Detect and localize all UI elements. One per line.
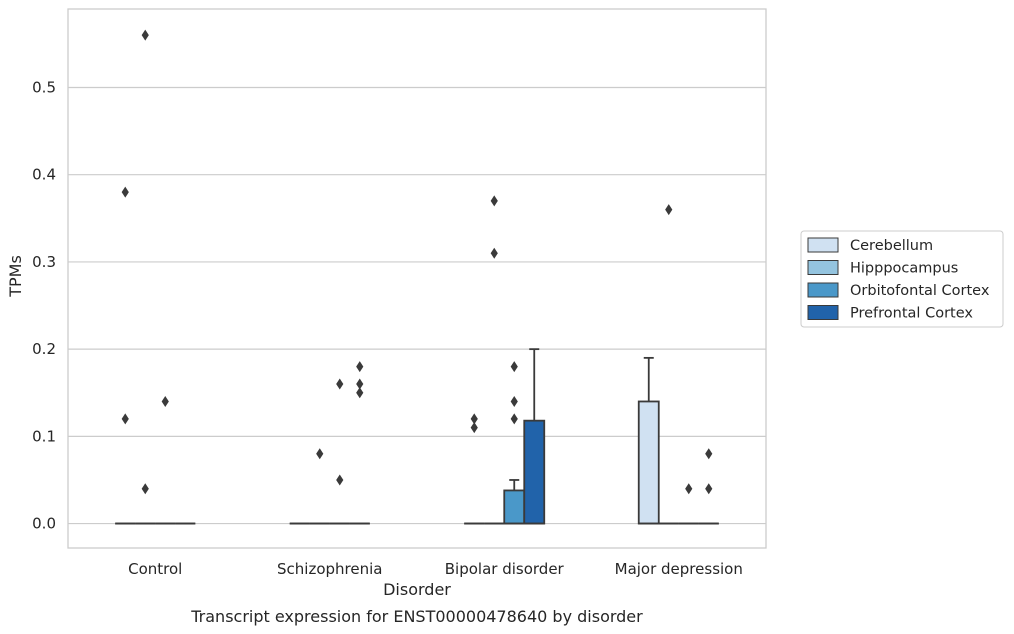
outlier-point bbox=[121, 413, 129, 425]
y-tick-label: 0.5 bbox=[32, 78, 56, 96]
y-tick-label: 0.3 bbox=[32, 253, 56, 271]
gridlines bbox=[68, 86, 766, 525]
box bbox=[503, 489, 526, 525]
box-group bbox=[698, 448, 719, 525]
outlier-point bbox=[336, 378, 344, 390]
outlier-point bbox=[141, 29, 149, 41]
outlier-point bbox=[121, 186, 129, 198]
box-group bbox=[115, 186, 136, 525]
outlier-point bbox=[470, 422, 478, 434]
outlier-point bbox=[316, 448, 324, 460]
outlier-point bbox=[705, 483, 713, 495]
box-group bbox=[503, 361, 526, 525]
outlier-point bbox=[510, 413, 518, 425]
box-group bbox=[135, 29, 156, 525]
outlier-point bbox=[141, 483, 149, 495]
x-tick-label: Control bbox=[128, 560, 182, 578]
outlier-point bbox=[510, 361, 518, 373]
outlier-point bbox=[705, 448, 713, 460]
x-tick-label: Bipolar disorder bbox=[445, 560, 565, 578]
outlier-point bbox=[161, 395, 169, 407]
legend-swatch bbox=[807, 260, 839, 275]
outlier-point bbox=[490, 195, 498, 207]
outlier-point bbox=[490, 247, 498, 259]
outlier-point bbox=[510, 395, 518, 407]
box-group bbox=[329, 378, 350, 525]
y-tick-label: 0.1 bbox=[32, 427, 56, 445]
y-tick-label: 0.4 bbox=[32, 166, 56, 184]
box-group bbox=[464, 413, 485, 525]
box bbox=[523, 419, 546, 525]
box bbox=[637, 400, 660, 525]
legend-label: Cerebellum bbox=[850, 238, 933, 254]
legend-label: Hipppocampus bbox=[850, 261, 958, 277]
legend-frame bbox=[800, 230, 1004, 328]
x-tick-labels: Control Schizophrenia Bipolar disorder Majo… bbox=[128, 560, 743, 578]
legend-label: Prefrontal Cortex bbox=[850, 306, 973, 322]
outlier-point bbox=[336, 474, 344, 486]
outlier-point bbox=[356, 387, 364, 399]
box-group bbox=[678, 483, 699, 525]
legend: Cerebellum Hipppocampus Orbitofontal Corte… bbox=[800, 230, 1004, 328]
legend-swatch bbox=[807, 237, 839, 253]
box-group bbox=[155, 395, 176, 525]
outlier-point bbox=[470, 413, 478, 425]
legend-swatch bbox=[807, 282, 839, 298]
outlier-point bbox=[356, 378, 364, 390]
box-group bbox=[658, 204, 679, 525]
box-group bbox=[349, 361, 370, 525]
x-tick-label: Schizophrenia bbox=[277, 560, 382, 578]
outlier-point bbox=[665, 204, 673, 216]
y-tick-label: 0.0 bbox=[32, 515, 56, 533]
box-group bbox=[309, 448, 330, 525]
x-tick-label: Major depression bbox=[615, 560, 743, 578]
box-group bbox=[484, 195, 505, 525]
plot-frame bbox=[67, 8, 767, 549]
legend-label: Orbitofontal Cortex bbox=[850, 283, 990, 299]
box-marks bbox=[115, 29, 719, 525]
y-tick-label: 0.2 bbox=[32, 340, 56, 358]
x-axis-label: Disorder bbox=[383, 580, 451, 599]
box-group bbox=[637, 356, 660, 525]
outlier-point bbox=[356, 361, 364, 373]
figure-caption: Transcript expression for ENST0000047864… bbox=[190, 607, 643, 626]
box-group bbox=[523, 348, 546, 525]
y-tick-labels: 0.0 0.1 0.2 0.3 0.4 0.5 bbox=[32, 78, 56, 532]
legend-swatch bbox=[807, 305, 839, 320]
y-axis-label: TPMs bbox=[6, 255, 25, 298]
outlier-point bbox=[685, 483, 693, 495]
